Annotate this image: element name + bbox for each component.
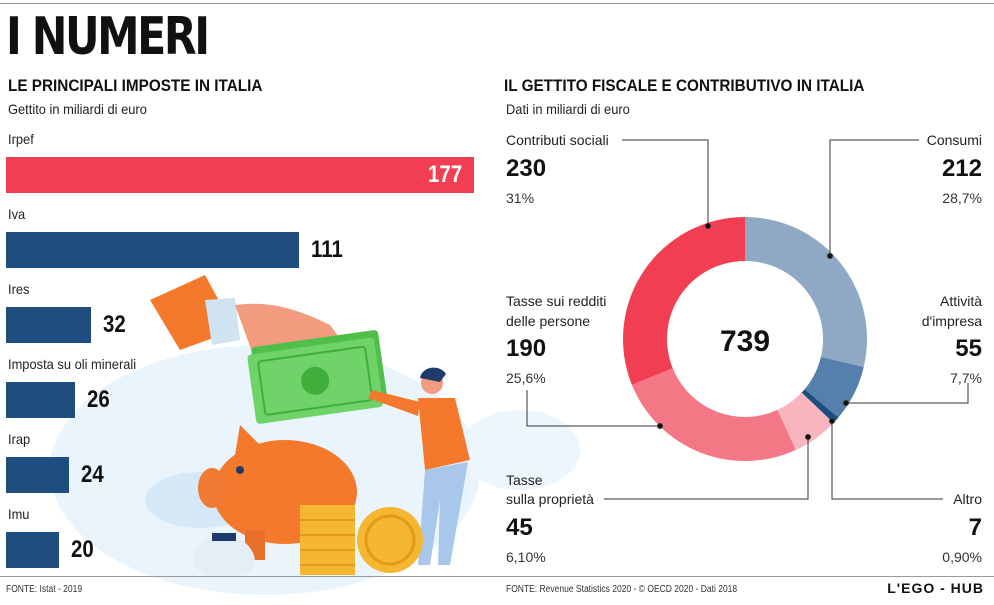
illustration-backdrop-right [460,410,580,490]
bar-4 [6,457,69,493]
donut-chart-title: IL GETTITO FISCALE E CONTRIBUTIVO IN ITA… [504,76,865,95]
label-altro-pct: 0,90% [942,549,982,565]
brand-logo: L'EGO - HUB [887,580,984,596]
label-proprieta-name-1: Tasse [506,472,543,488]
piggy-ear [235,425,262,455]
bottom-rule [0,576,994,577]
donut-slice-1 [804,356,864,418]
page-title: I NUMERI [6,7,210,67]
bar-2 [6,307,91,343]
label-contributi-name: Contributi sociali [506,132,609,148]
label-redditi-value: 190 [506,335,547,362]
bar-label-3: Imposta su oli minerali [8,356,137,372]
source-left: FONTE: Istat - 2019 [6,584,83,595]
bar-3 [6,382,75,418]
label-redditi-pct: 25,6% [506,370,546,386]
man-hair [420,367,446,382]
donut-slice-2 [801,389,839,423]
bar-label-4: Irap [8,431,31,447]
label-impresa-value: 55 [955,335,982,362]
coin-stack-icon [300,505,355,575]
bar-5 [6,532,59,568]
leader-impresa [846,383,969,404]
man-arm [368,390,420,416]
label-redditi-name-1: Tasse sui redditi [506,293,607,309]
leader-altro [831,421,943,500]
bar-value-3: 26 [87,386,110,413]
label-proprieta-value: 45 [506,514,533,541]
label-proprieta-name-2: sulla proprietà [506,491,594,507]
leader-dot-redditi [657,423,663,429]
bar-label-1: Iva [8,206,26,222]
leader-dot-altro [829,418,835,424]
donut-total-label: 739 [720,325,770,358]
bar-value-5: 20 [71,536,94,563]
bar-label-0: Irpef [8,131,34,147]
piggy-eye [236,466,244,474]
source-right: FONTE: Revenue Statistics 2020 - © OECD … [506,584,738,595]
bar-chart-title: LE PRINCIPALI IMPOSTE IN ITALIA [8,76,263,95]
label-consumi-name: Consumi [926,132,982,148]
leader-proprieta [604,437,809,500]
donut-slice-4 [631,368,796,462]
label-altro-name: Altro [953,491,982,507]
donut-chart-subtitle: Dati in miliardi di euro [506,101,630,117]
donut-slice-3 [777,392,834,450]
donut-slice-5 [623,216,745,385]
label-impresa-name-2: d'impresa [921,313,982,329]
man-trousers [418,462,468,565]
banknote-icon [247,330,387,424]
leader-dot-proprieta [805,434,811,440]
cuff-shape [205,298,240,345]
coin-rim [364,514,416,566]
label-contributi-pct: 31% [506,190,535,206]
money-bag-tie [212,533,236,541]
bar-value-4: 24 [81,461,104,488]
piggy-snout [198,468,226,508]
label-impresa-pct: 7,7% [950,370,982,386]
leader-consumi [829,139,919,256]
label-consumi-value: 212 [941,155,982,182]
leader-lines [526,139,969,500]
bar-value-0: 177 [428,161,463,188]
leader-dot-contributi [705,223,711,229]
money-bag-icon [193,540,255,578]
leader-contributi [622,139,709,226]
leader-dot-impresa [843,400,849,406]
bar-chart-subtitle: Gettito in miliardi di euro [8,101,147,117]
man-shirt [418,398,470,470]
label-impresa-name-1: Attività [939,293,982,309]
label-proprieta-pct: 6,10% [506,549,546,565]
label-redditi-name-2: delle persone [506,313,591,329]
top-rule [0,3,994,4]
donut-slice-0 [745,217,867,368]
bar-1 [6,232,299,268]
label-consumi-pct: 28,7% [942,190,982,206]
bar-label-5: Imu [8,506,30,522]
bar-value-1: 111 [311,236,343,263]
leader-dot-consumi [827,253,833,259]
leader-redditi [526,390,660,427]
bar-value-2: 32 [103,311,126,338]
label-altro-value: 7 [968,514,982,541]
label-contributi-value: 230 [506,155,547,182]
bar-0 [6,157,474,193]
bar-label-2: Ires [8,281,30,297]
